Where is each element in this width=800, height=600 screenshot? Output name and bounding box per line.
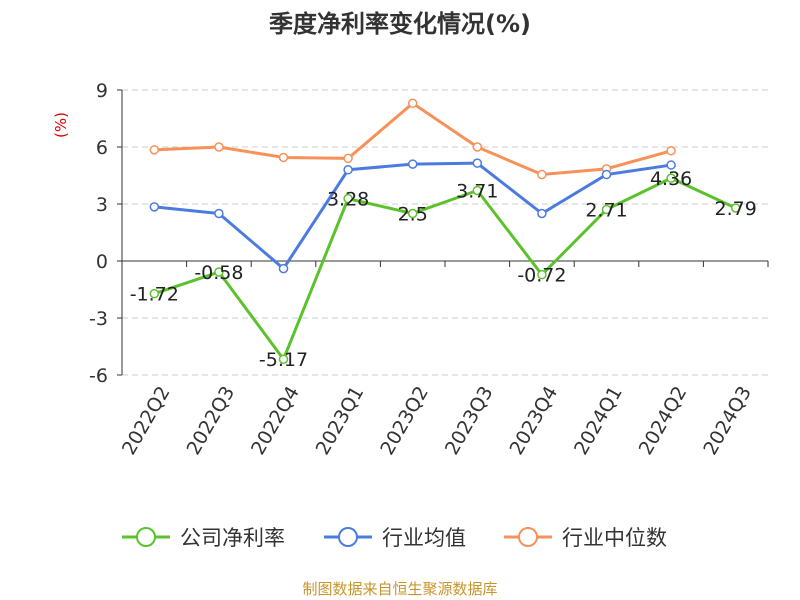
data-label: -1.72 (130, 284, 179, 306)
legend-label: 行业中位数 (562, 526, 667, 550)
series-point-2 (149, 145, 160, 155)
x-tick-label: 2024Q2 (635, 383, 692, 459)
x-tick-label: 2022Q3 (182, 383, 239, 459)
series-point-0 (537, 269, 547, 280)
series-point-0 (472, 185, 483, 196)
series-point-2 (666, 146, 676, 156)
data-labels: -1.72 -0.58 -5.17 3.28 2.5 3.71 -0.72 2.71 4.36 2… (130, 168, 757, 371)
x-tick-label: 2023Q1 (312, 383, 369, 459)
series-point-1 (407, 159, 418, 169)
series-point-1 (666, 160, 676, 170)
y-axis-unit: (%) (52, 112, 70, 138)
series-point-0 (278, 354, 289, 364)
series-point-1 (149, 202, 160, 212)
legend-swatch-marker (136, 527, 156, 547)
y-tick-label: -6 (89, 365, 108, 387)
series-point-0 (343, 193, 353, 204)
series-point-2 (214, 142, 224, 152)
x-tick-label: 2024Q3 (699, 383, 756, 459)
legend-label: 公司净利率 (180, 526, 285, 550)
series-point-2 (278, 152, 289, 163)
series-point-1 (278, 263, 289, 274)
legend-swatch-marker (518, 527, 538, 547)
y-tick-label: 0 (96, 251, 108, 273)
data-label: -0.72 (517, 265, 566, 287)
series-point-1 (472, 158, 483, 168)
series-point-1 (343, 165, 353, 175)
series-point-0 (666, 173, 676, 183)
series-point-2 (407, 98, 418, 109)
data-label: -5.17 (259, 349, 308, 371)
series-point-2 (537, 169, 547, 180)
data-label: 2.79 (715, 198, 757, 220)
series-point-2 (343, 153, 353, 164)
x-tick-label: 2023Q4 (505, 383, 562, 459)
x-tick-label: 2023Q2 (376, 383, 433, 459)
legend-swatch-marker (338, 527, 358, 547)
x-tick-label: 2024Q1 (570, 383, 627, 459)
y-tick-label: 6 (96, 137, 108, 159)
series-point-1 (214, 208, 224, 219)
grid (122, 89, 768, 376)
series-layer (149, 98, 741, 364)
series-point-2 (472, 142, 483, 152)
data-label: -0.58 (194, 262, 243, 284)
series-point-0 (407, 208, 418, 219)
data-source: 制图数据来自恒生聚源数据库 (302, 580, 497, 598)
data-label: 2.5 (398, 204, 428, 226)
series-point-0 (601, 204, 612, 215)
legend: 公司净利率 行业均值 行业中位数 (122, 526, 667, 550)
data-label: 3.28 (327, 189, 369, 211)
data-label: 4.36 (650, 168, 692, 190)
y-tick-label: -3 (89, 308, 108, 330)
y-tick-label: 9 (96, 80, 108, 102)
x-tick-label: 2022Q4 (247, 383, 304, 459)
series-point-1 (537, 208, 547, 219)
y-tick-label: 3 (96, 194, 108, 216)
data-label: 2.71 (585, 200, 627, 222)
series-point-1 (601, 169, 612, 180)
x-tick-label: 2023Q3 (441, 383, 498, 459)
legend-label: 行业均值 (382, 526, 466, 550)
series-line-0 (153, 176, 737, 361)
x-tick-label: 2022Q2 (118, 383, 175, 459)
data-label: 3.71 (456, 181, 498, 203)
series-point-0 (149, 288, 160, 299)
series-point-0 (214, 267, 224, 277)
series-point-0 (730, 203, 741, 213)
chart-title: 季度净利率变化情况(%) (269, 10, 531, 38)
